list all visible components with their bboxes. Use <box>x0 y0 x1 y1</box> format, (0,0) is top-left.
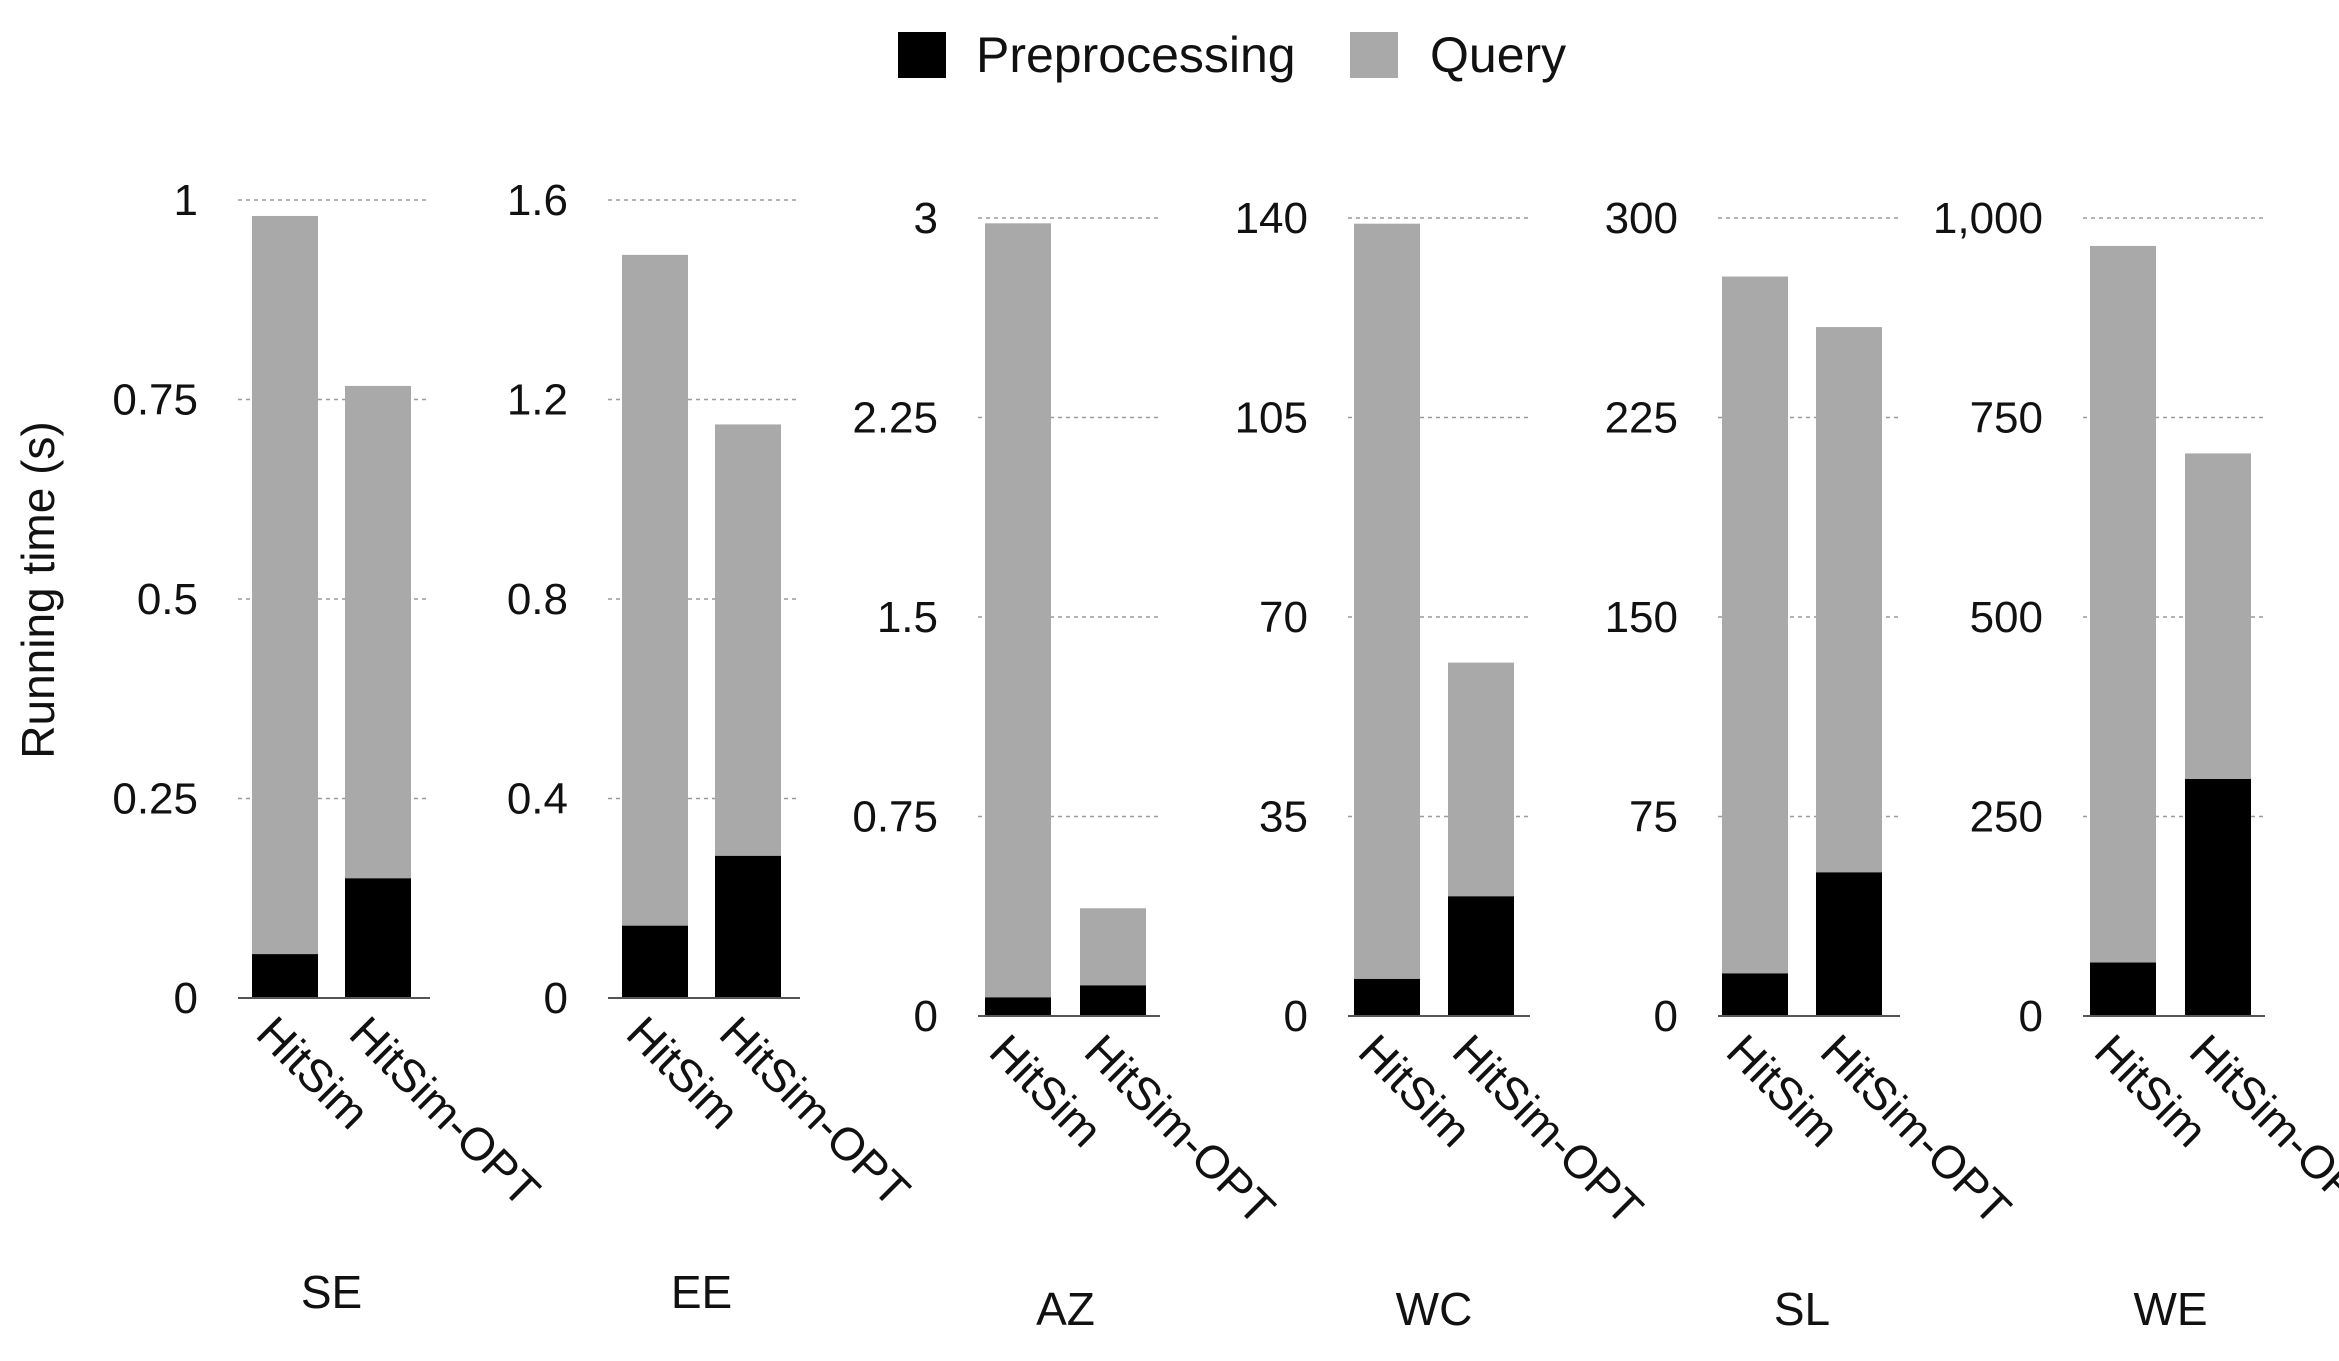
dataset-label: AZ <box>1036 1283 1095 1335</box>
chart-panels: 00.250.50.751HitSimHitSim-OPTSE00.40.81.… <box>112 176 2339 1335</box>
x-category-label: HitSim-OPT <box>1075 1024 1285 1234</box>
bar-hitsim-opt-query <box>715 424 781 856</box>
bar-hitsim-preprocessing <box>985 997 1051 1016</box>
y-tick-label: 0 <box>174 974 198 1023</box>
bar-hitsim-query <box>2090 245 2156 963</box>
y-tick-label: 300 <box>1605 194 1678 243</box>
bar-hitsim-preprocessing <box>2090 962 2156 1016</box>
y-tick-label: 105 <box>1235 394 1308 443</box>
bar-hitsim-opt-preprocessing <box>1816 872 1882 1016</box>
bar-hitsim-opt-preprocessing <box>2185 778 2251 1016</box>
y-tick-label: 0.25 <box>112 775 198 824</box>
legend-label-query: Query <box>1430 27 1566 83</box>
y-tick-label: 750 <box>1970 394 2043 443</box>
bar-hitsim-opt-preprocessing <box>1448 896 1514 1016</box>
y-tick-label: 0 <box>914 992 938 1041</box>
y-tick-label: 0 <box>2019 992 2043 1041</box>
bar-hitsim-opt-preprocessing <box>715 855 781 998</box>
dataset-label: SL <box>1774 1283 1830 1335</box>
legend-swatch-preprocessing <box>898 32 946 78</box>
bar-hitsim-preprocessing <box>622 925 688 998</box>
bar-hitsim-query <box>1722 276 1788 974</box>
y-tick-label: 1.2 <box>507 376 568 425</box>
y-tick-label: 150 <box>1605 593 1678 642</box>
y-tick-label: 0.8 <box>507 575 568 624</box>
y-tick-label: 1 <box>174 176 198 225</box>
bar-hitsim-opt-preprocessing <box>1080 985 1146 1016</box>
legend: Preprocessing Query <box>898 27 1566 83</box>
bar-hitsim-opt-query <box>1816 327 1882 873</box>
bar-hitsim-query <box>252 215 318 955</box>
dataset-label: EE <box>671 1266 732 1318</box>
bar-hitsim-preprocessing <box>252 954 318 998</box>
bar-hitsim-opt-query <box>1448 662 1514 897</box>
x-category-label: HitSim-OPT <box>710 1006 920 1216</box>
y-tick-label: 0.75 <box>112 376 198 425</box>
dataset-label: WE <box>2133 1283 2207 1335</box>
y-tick-label: 2.25 <box>852 394 938 443</box>
dataset-label: WC <box>1396 1283 1473 1335</box>
y-tick-label: 70 <box>1259 593 1308 642</box>
x-category-label: HitSim-OPT <box>1443 1024 1653 1234</box>
bar-hitsim-preprocessing <box>1354 978 1420 1016</box>
legend-label-preprocessing: Preprocessing <box>976 27 1296 83</box>
y-tick-label: 500 <box>1970 593 2043 642</box>
x-category-label: HitSim-OPT <box>340 1006 550 1216</box>
bar-hitsim-query <box>1354 223 1420 979</box>
bar-hitsim-opt-query <box>1080 908 1146 986</box>
y-tick-label: 140 <box>1235 194 1308 243</box>
y-tick-label: 75 <box>1629 793 1678 842</box>
y-tick-label: 0 <box>1284 992 1308 1041</box>
y-tick-label: 1.6 <box>507 176 568 225</box>
bar-hitsim-opt-query <box>2185 453 2251 779</box>
y-tick-label: 1,000 <box>1933 194 2043 243</box>
y-tick-label: 0.5 <box>137 575 198 624</box>
dataset-label: SE <box>301 1266 362 1318</box>
y-tick-label: 0.75 <box>852 793 938 842</box>
bar-hitsim-query <box>622 254 688 926</box>
y-tick-label: 1.5 <box>877 593 938 642</box>
y-tick-label: 0 <box>1654 992 1678 1041</box>
legend-swatch-query <box>1350 32 1398 78</box>
y-tick-label: 250 <box>1970 793 2043 842</box>
y-tick-label: 3 <box>914 194 938 243</box>
bar-hitsim-opt-preprocessing <box>345 878 411 998</box>
bar-hitsim-opt-query <box>345 385 411 879</box>
x-category-label: HitSim-OPT <box>1811 1024 2021 1234</box>
y-tick-label: 35 <box>1259 793 1308 842</box>
bar-hitsim-query <box>985 223 1051 998</box>
y-tick-label: 0.4 <box>507 775 568 824</box>
bar-hitsim-preprocessing <box>1722 973 1788 1016</box>
y-tick-label: 225 <box>1605 394 1678 443</box>
y-axis-label: Running time (s) <box>12 421 64 758</box>
y-tick-label: 0 <box>544 974 568 1023</box>
